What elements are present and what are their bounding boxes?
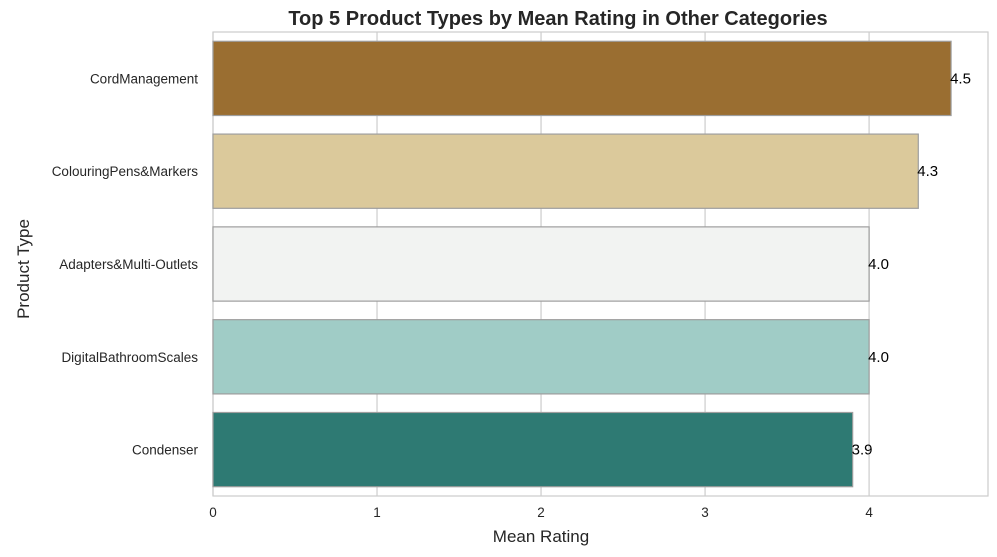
bar-value-label: 4.5: [950, 70, 971, 87]
bar-value-label: 3.9: [852, 442, 873, 459]
y-tick-labels: CordManagement ColouringPens&Markers Adapt…: [52, 71, 199, 457]
bar-value-label: 4.3: [917, 163, 938, 180]
data-labels: 4.5 4.3 4.0 4.0 3.9: [852, 70, 971, 458]
y-tick-label: ColouringPens&Markers: [52, 164, 199, 179]
bar: [212, 411, 854, 488]
y-tick-label: DigitalBathroomScales: [61, 350, 198, 365]
y-tick-label: Condenser: [132, 443, 199, 458]
x-tick-label: 1: [373, 505, 381, 520]
bar: [212, 319, 870, 395]
bar: [212, 40, 952, 117]
chart-title: Top 5 Product Types by Mean Rating in Ot…: [288, 8, 827, 30]
x-tick-label: 2: [537, 505, 545, 520]
bar-value-label: 4.0: [868, 349, 889, 366]
x-tick-labels: 0 1 2 3 4: [209, 505, 873, 520]
bar: [212, 133, 919, 209]
x-tick-label: 0: [209, 505, 217, 520]
y-tick-label: CordManagement: [90, 71, 198, 86]
bar-value-label: 4.0: [868, 256, 889, 273]
x-tick-label: 4: [865, 505, 873, 520]
bar: [212, 226, 870, 302]
x-tick-label: 3: [701, 505, 709, 520]
y-axis-label: Product Type: [14, 219, 33, 319]
bars: [212, 40, 952, 488]
x-axis-label: Mean Rating: [493, 527, 589, 546]
y-tick-label: Adapters&Multi-Outlets: [59, 257, 198, 272]
